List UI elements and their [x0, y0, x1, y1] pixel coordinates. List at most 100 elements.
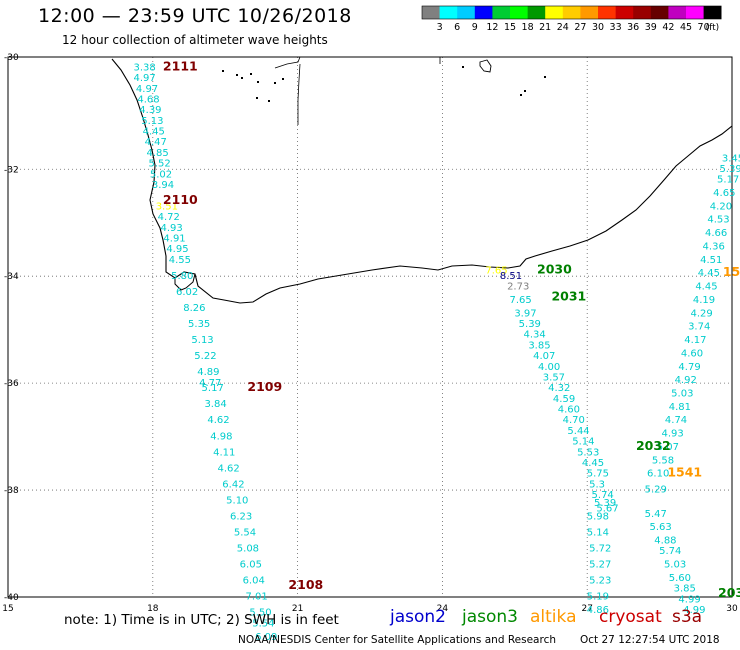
wave-height-value: 4.92 [675, 375, 697, 386]
wave-height-value: 5.03 [664, 560, 686, 571]
wave-height-value: 6.42 [222, 479, 244, 490]
colorbar-tick-label: 36 [627, 22, 639, 33]
wave-height-value: 5.39 [519, 319, 541, 330]
pass-time-label: 2111 [163, 58, 198, 73]
colorbar-cell [474, 6, 493, 19]
wave-height-value: 5.10 [226, 495, 248, 506]
wave-height-value: 5.08 [237, 544, 259, 555]
colorbar-cell [527, 6, 546, 19]
colorbar-tick-label: 27 [574, 22, 586, 33]
wave-height-value: 8.51 [500, 271, 522, 282]
wave-height-value: 4.97 [133, 73, 155, 84]
track-2111-2108: 3.384.974.974.684.395.134.454.474.855.52… [133, 62, 277, 642]
wave-height-value: 5.27 [589, 560, 611, 571]
track-1540-1541: 3.455.395.17 4.65 4.20 4.53 4.66 4.36 4.51 4.45… [645, 153, 740, 616]
wave-height-value: 5.29 [645, 485, 667, 496]
coastline [111, 56, 733, 304]
colorbar-cell [562, 6, 581, 19]
wave-height-value: 4.45 [143, 127, 165, 138]
lon-tick-label: 18 [147, 604, 159, 614]
wave-height-value: 5.72 [589, 544, 611, 555]
wave-height-value: 5.44 [567, 426, 589, 437]
wave-height-value: 4.11 [213, 447, 235, 458]
wave-height-value: 4.45 [698, 268, 720, 279]
wave-height-value: 4.47 [145, 137, 167, 148]
lon-tick-label: 30 [726, 604, 738, 614]
page-subtitle: 12 hour collection of altimeter wave hei… [62, 33, 328, 47]
colorbar-tick-label: 42 [662, 22, 674, 33]
wave-height-value: 5.58 [652, 455, 674, 466]
colorbar-cell [615, 6, 634, 19]
wave-height-value: 4.62 [217, 463, 239, 474]
wave-height-value: 6.23 [230, 511, 252, 522]
wave-height-value: 7.01 [245, 592, 267, 603]
colorbar-tick-label: 9 [472, 22, 478, 33]
pass-time-labels: 2111 2110 2109 2108 2030 2031 2032 2032 1540 1541 [163, 58, 740, 600]
pass-time-label: 2032 [636, 438, 671, 453]
wave-height-value: 4.86 [587, 605, 609, 616]
colorbar-cell [703, 6, 722, 19]
wave-height-value: 3.45 [722, 153, 740, 164]
wave-height-value: 5.39 [719, 164, 740, 175]
pass-time-label: 2108 [288, 577, 323, 592]
wave-height-value: 4.17 [684, 335, 706, 346]
lon-tick-label: 27 [581, 604, 592, 614]
wave-height-value: 4.89 [197, 367, 219, 378]
wave-height-value: 4.99 [683, 605, 705, 616]
wave-height-value: 4.51 [700, 255, 722, 266]
wave-height-value: 3.51 [156, 201, 178, 212]
wave-height-value: 5.13 [141, 116, 163, 127]
wave-height-value: 4.98 [210, 431, 232, 442]
wave-height-value: 5.19 [587, 592, 609, 603]
cape-peninsula [174, 273, 196, 291]
lon-tick-label: 24 [437, 604, 449, 614]
wave-height-value: 5.17 [202, 383, 224, 394]
wave-height-value: 5.74 [592, 490, 614, 501]
wave-height-value: 4.74 [665, 415, 687, 426]
colorbar-cell [668, 6, 687, 19]
wave-height-value: 4.68 [137, 94, 159, 105]
wave-height-value: 4.00 [538, 362, 560, 373]
lat-tick-label: -40 [4, 593, 19, 603]
colorbar-cell [580, 6, 599, 19]
wave-height-value: 5.54 [234, 528, 256, 539]
wave-height-value: 6.04 [243, 576, 265, 587]
colorbar-cell [633, 6, 652, 19]
wave-height-value: 5.23 [589, 576, 611, 587]
lat-tick-label: -38 [4, 486, 19, 496]
colorbar-tick-label: 6 [454, 22, 460, 33]
wave-height-value: 4.53 [707, 215, 729, 226]
wave-height-value: 5.47 [645, 509, 667, 520]
wave-height-value: 3.85 [674, 584, 696, 595]
colorbar-cell [545, 6, 564, 19]
colorbar-cell [510, 6, 528, 19]
lat-tick-label: -34 [4, 272, 19, 282]
wave-height-value: 3.74 [688, 322, 710, 333]
colorbar-unit: (ft) [706, 23, 720, 33]
wave-height-value: 4.55 [169, 255, 191, 266]
wave-height-value: 4.93 [161, 223, 183, 234]
pass-time-label: 2109 [247, 379, 282, 394]
lat-tick-label: -30 [4, 53, 19, 63]
inland-border [274, 56, 301, 125]
colorbar-tick-label: 33 [610, 22, 622, 33]
wave-height-value: 4.62 [207, 415, 229, 426]
wave-height-value: 4.97 [136, 84, 158, 95]
wave-height-value: 5.53 [577, 447, 599, 458]
wave-height-value: 5.14 [572, 437, 594, 448]
pass-time-label: 2032 [718, 585, 740, 600]
wave-height-value: 4.65 [713, 188, 735, 199]
track-2030-2032: 7.658.512.737.653.975.394.343.854.074.00… [485, 266, 618, 617]
pass-time-label: 1540 [723, 264, 740, 279]
wave-height-value: 5.07 [657, 442, 679, 453]
wave-height-value: 4.72 [158, 212, 180, 223]
wave-height-value: 7.65 [509, 295, 531, 306]
wave-height-value: 8.26 [183, 303, 205, 314]
wave-height-value: 4.85 [147, 148, 169, 159]
wave-height-value: 4.32 [548, 383, 570, 394]
wave-height-value: 6.02 [176, 287, 198, 298]
wave-height-value: 5.3 [589, 479, 605, 490]
wave-height-value: 5.80 [171, 271, 193, 282]
colorbar-tick-label: 30 [592, 22, 604, 33]
